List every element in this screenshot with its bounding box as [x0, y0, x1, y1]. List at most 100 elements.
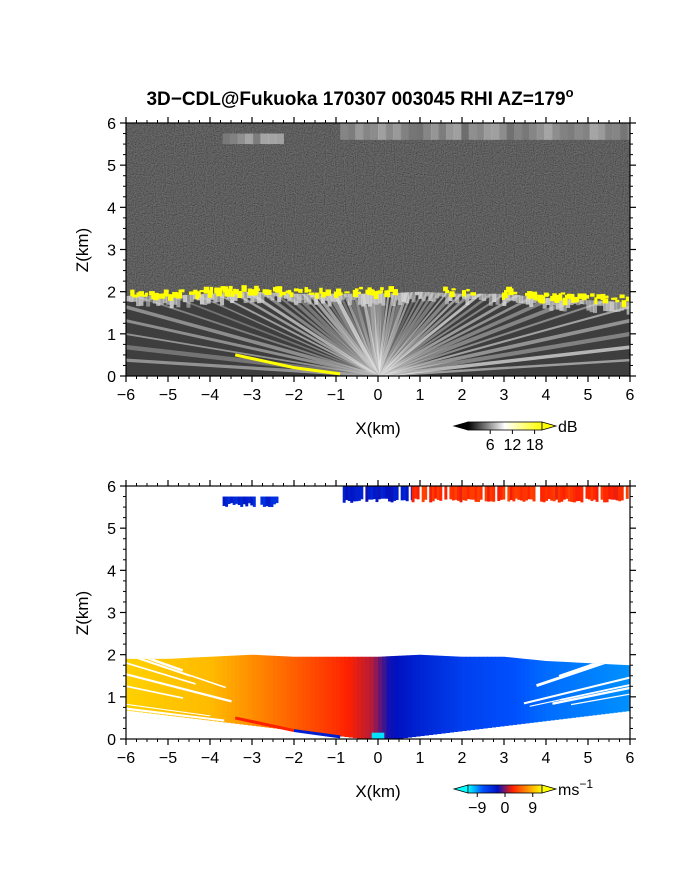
cloud-base-haze: [320, 292, 325, 304]
upper-layer-velocity-cell: [227, 496, 231, 505]
velocity-column: [609, 659, 614, 714]
velocity-column: [462, 654, 467, 731]
cloud-base-haze: [378, 292, 382, 304]
velocity-gap: [570, 668, 630, 706]
x-tick-label: −2: [285, 750, 303, 767]
upper-layer-velocity-cell: [355, 486, 359, 502]
colorbar-low-arrow: [452, 421, 469, 431]
x-tick-label: −4: [201, 750, 219, 767]
upper-layer-velocity-cell: [436, 486, 440, 500]
cloud-base-haze: [404, 291, 409, 304]
upper-layer-cell: [582, 123, 591, 140]
cloud-base-haze: [445, 291, 450, 305]
upper-layer-velocity-cell: [395, 486, 399, 501]
radial-beam: [377, 291, 630, 376]
upper-layer-cell: [521, 123, 531, 140]
cloud-base-echo: [197, 291, 201, 298]
upper-layer-velocity-cell: [562, 486, 566, 500]
cloud-base-echo: [231, 291, 235, 297]
cloud-base-haze: [260, 291, 265, 303]
cloud-base-haze: [307, 292, 312, 305]
cloud-base-haze: [146, 294, 151, 307]
x-tick-label: 6: [626, 750, 635, 767]
cloud-base-haze: [566, 298, 571, 308]
upper-layer-velocity-cell: [400, 486, 404, 501]
radial-beam: [377, 291, 630, 376]
velocity-column: [176, 654, 182, 717]
y-tick-label: 2: [107, 648, 116, 665]
velocity-column: [369, 654, 375, 739]
cloud-base-haze: [626, 301, 630, 315]
cloud-base-haze: [421, 291, 426, 302]
velocity-column: [357, 654, 362, 739]
cloud-base-haze: [401, 291, 406, 302]
velocity-column: [424, 654, 429, 736]
upper-layer-cell: [453, 123, 462, 140]
upper-layer-velocity-cell: [449, 486, 453, 500]
upper-layer-velocity-cell: [572, 486, 576, 503]
velocity-column: [264, 654, 270, 728]
upper-layer-cell: [430, 123, 440, 140]
upper-layer-velocity-cell: [352, 486, 356, 502]
cloud-base-haze: [361, 292, 366, 307]
x-tick-label: −5: [159, 387, 177, 404]
x-tick-label: 4: [542, 750, 551, 767]
velocity-column: [218, 654, 224, 722]
velocity-column: [222, 654, 228, 723]
upper-layer-velocity-cell: [472, 486, 476, 500]
upper-layer-velocity-cell: [262, 496, 266, 507]
upper-layer-velocity-cell: [434, 486, 438, 499]
cloud-base-echo: [294, 288, 299, 292]
radial-beam: [126, 291, 379, 376]
cloud-base-echo: [600, 293, 606, 301]
cloud-base-echo: [266, 289, 272, 295]
upper-layer-cell: [551, 123, 561, 140]
velocity-column: [193, 654, 198, 719]
velocity-column: [529, 655, 534, 723]
upper-layer-velocity-cell: [605, 486, 609, 503]
cloud-base-echo: [189, 291, 195, 295]
y-tick-label: 2: [107, 285, 116, 302]
velocity-column: [453, 654, 459, 733]
upper-layer-velocity-cell: [459, 486, 463, 503]
upper-layer-velocity-cell: [603, 486, 607, 503]
velocity-gap: [552, 658, 630, 705]
velocity-column: [399, 654, 404, 739]
velocity-column: [504, 654, 509, 726]
cloud-base-echo: [319, 287, 323, 294]
velocity-gap: [126, 689, 177, 715]
radial-beam: [377, 291, 630, 376]
cloud-base-haze: [371, 292, 376, 304]
velocity-column: [340, 654, 345, 737]
upper-layer-velocity-cell: [444, 486, 448, 500]
upper-layer-cell: [393, 123, 402, 140]
cloud-base-haze: [176, 294, 181, 308]
x-tick-label: 1: [416, 750, 425, 767]
cloud-base-haze: [475, 292, 480, 297]
cloud-base-echo: [218, 287, 223, 292]
x-tick-label: 2: [458, 750, 467, 767]
cloud-base-haze: [606, 300, 611, 312]
cloud-base-haze: [546, 296, 550, 306]
upper-layer-velocity-cell: [600, 486, 604, 500]
cloud-base-echo: [602, 298, 609, 304]
velocity-column: [411, 654, 417, 738]
cloud-base-haze: [529, 295, 534, 307]
velocity-column: [231, 654, 236, 724]
upper-layer-cell: [604, 123, 614, 140]
upper-layer-velocity-cell: [431, 486, 435, 502]
cloud-base-echo: [298, 288, 303, 293]
cloud-base-echo: [558, 293, 562, 297]
colorbar-unit: dB: [558, 419, 578, 436]
colorbar-unit-exponent: −1: [579, 777, 593, 791]
cloud-base-echo: [226, 288, 231, 295]
upper-layer-cell: [230, 133, 239, 145]
upper-layer-velocity-cell: [499, 486, 503, 500]
cloud-base-echo: [216, 290, 223, 297]
cloud-base-echo: [380, 287, 384, 291]
upper-layer-velocity-cell: [416, 486, 420, 500]
colorbar-tick-label: 6: [486, 437, 495, 454]
upper-layer-velocity-cell: [375, 486, 379, 503]
velocity-near-surface: [234, 716, 385, 739]
velocity-column: [575, 658, 581, 718]
